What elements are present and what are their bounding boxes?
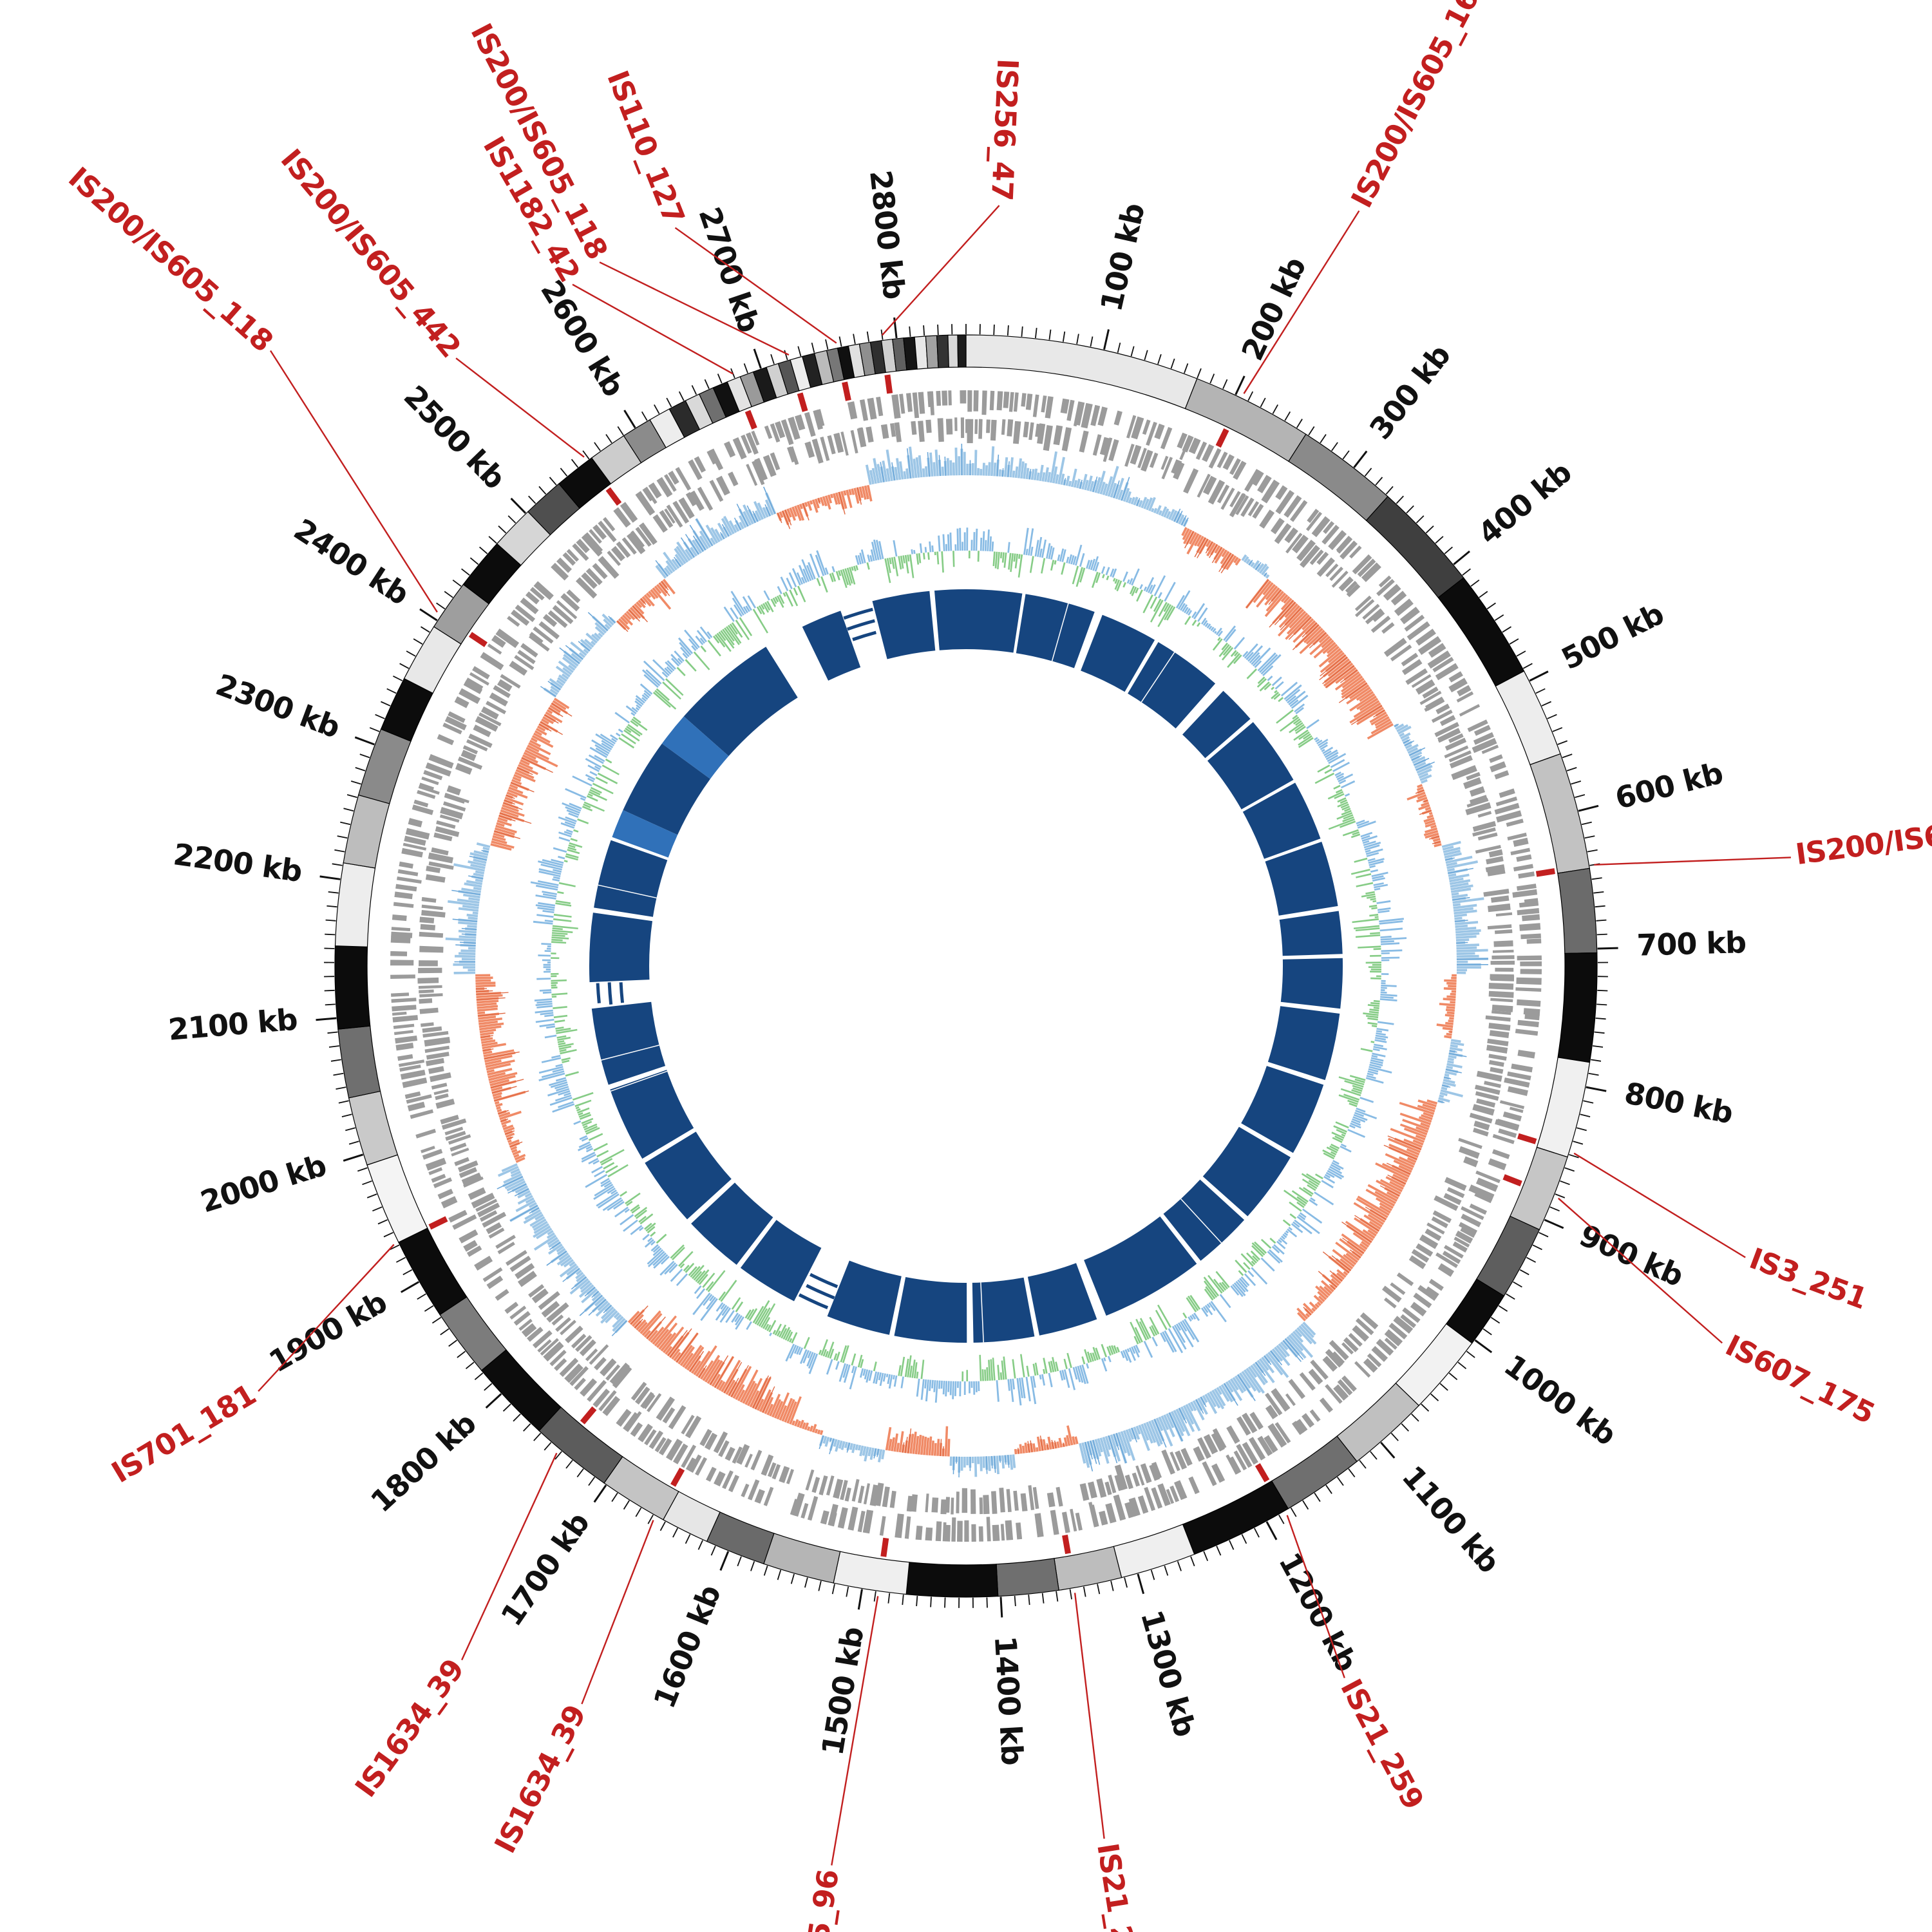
axis-tick-label: 1100 kb — [1396, 1459, 1507, 1580]
is-element-label: IS701_181 — [106, 1378, 261, 1490]
is-element-label: IS1634_39 — [348, 1653, 471, 1803]
axis-tick-label: 2400 kb — [288, 512, 415, 612]
is-element-label: IS200/IS605_96 — [776, 1868, 846, 1932]
axis-tick-label: 300 kb — [1363, 338, 1457, 446]
axis-tick-label: 1000 kb — [1498, 1348, 1623, 1452]
axis-tick-label: 1200 kb — [1272, 1547, 1364, 1677]
axis-tick-label: 100 kb — [1094, 200, 1151, 314]
axis-tick-label: 1800 kb — [364, 1406, 482, 1519]
axis-tick-label: 2100 kb — [167, 1002, 298, 1047]
axis-tick-label: 2000 kb — [196, 1148, 330, 1220]
is-element-marks — [428, 374, 1555, 1557]
axis-tick-label: 500 kb — [1556, 596, 1669, 677]
alignment-ring-track — [589, 589, 1343, 1343]
axis-tick-label: 2700 kb — [692, 203, 767, 336]
axis-tick-label: 2500 kb — [397, 379, 513, 495]
is-element-label: IS200/IS605_442 — [274, 142, 468, 364]
is-element-label: IS3_251 — [1745, 1241, 1871, 1316]
is-element-label: IS1634_39 — [488, 1700, 592, 1859]
axis-tick-label: 1400 kb — [988, 1635, 1030, 1766]
axis-tick-label: 800 kb — [1622, 1075, 1736, 1131]
axis-tick-label: 1300 kb — [1134, 1606, 1203, 1740]
gc-content-track — [445, 444, 1488, 1478]
contig-ring-track — [334, 334, 1598, 1598]
axis-tick-label: 2300 kb — [211, 667, 345, 745]
is-element-label: IS256_47 — [985, 58, 1025, 201]
gene-track-reverse — [417, 417, 1515, 1515]
axis-tick-label: 700 kb — [1636, 925, 1747, 963]
is-element-label: IS200/IS605_442 — [1794, 804, 1932, 871]
axis-tick-marks — [316, 317, 1618, 1618]
axis-tick-label: 2800 kb — [863, 169, 912, 301]
is-element-leader-lines — [258, 205, 1791, 1866]
is-element-label: IS21_288 — [1090, 1841, 1146, 1932]
gene-track-forward — [390, 390, 1542, 1542]
is-element-label: IS200/IS605_164 — [1344, 0, 1495, 213]
axis-tick-label: 1600 kb — [647, 1580, 727, 1713]
is-element-label: IS110_127 — [600, 66, 691, 229]
gc-skew-track — [530, 527, 1407, 1406]
axis-tick-label: 200 kb — [1235, 252, 1312, 365]
axis-tick-label: 400 kb — [1472, 455, 1578, 551]
axis-tick-label: 600 kb — [1612, 755, 1727, 816]
is-element-label: IS21_259 — [1334, 1673, 1430, 1814]
is-element-label: IS607_175 — [1720, 1328, 1880, 1430]
is-element-label: IS200/IS605_118 — [62, 160, 279, 358]
axis-tick-label: 2600 kb — [534, 274, 631, 402]
axis-tick-label: 2200 kb — [171, 837, 304, 889]
axis-tick-label: 900 kb — [1575, 1218, 1689, 1294]
axis-tick-label: 1700 kb — [494, 1506, 596, 1633]
